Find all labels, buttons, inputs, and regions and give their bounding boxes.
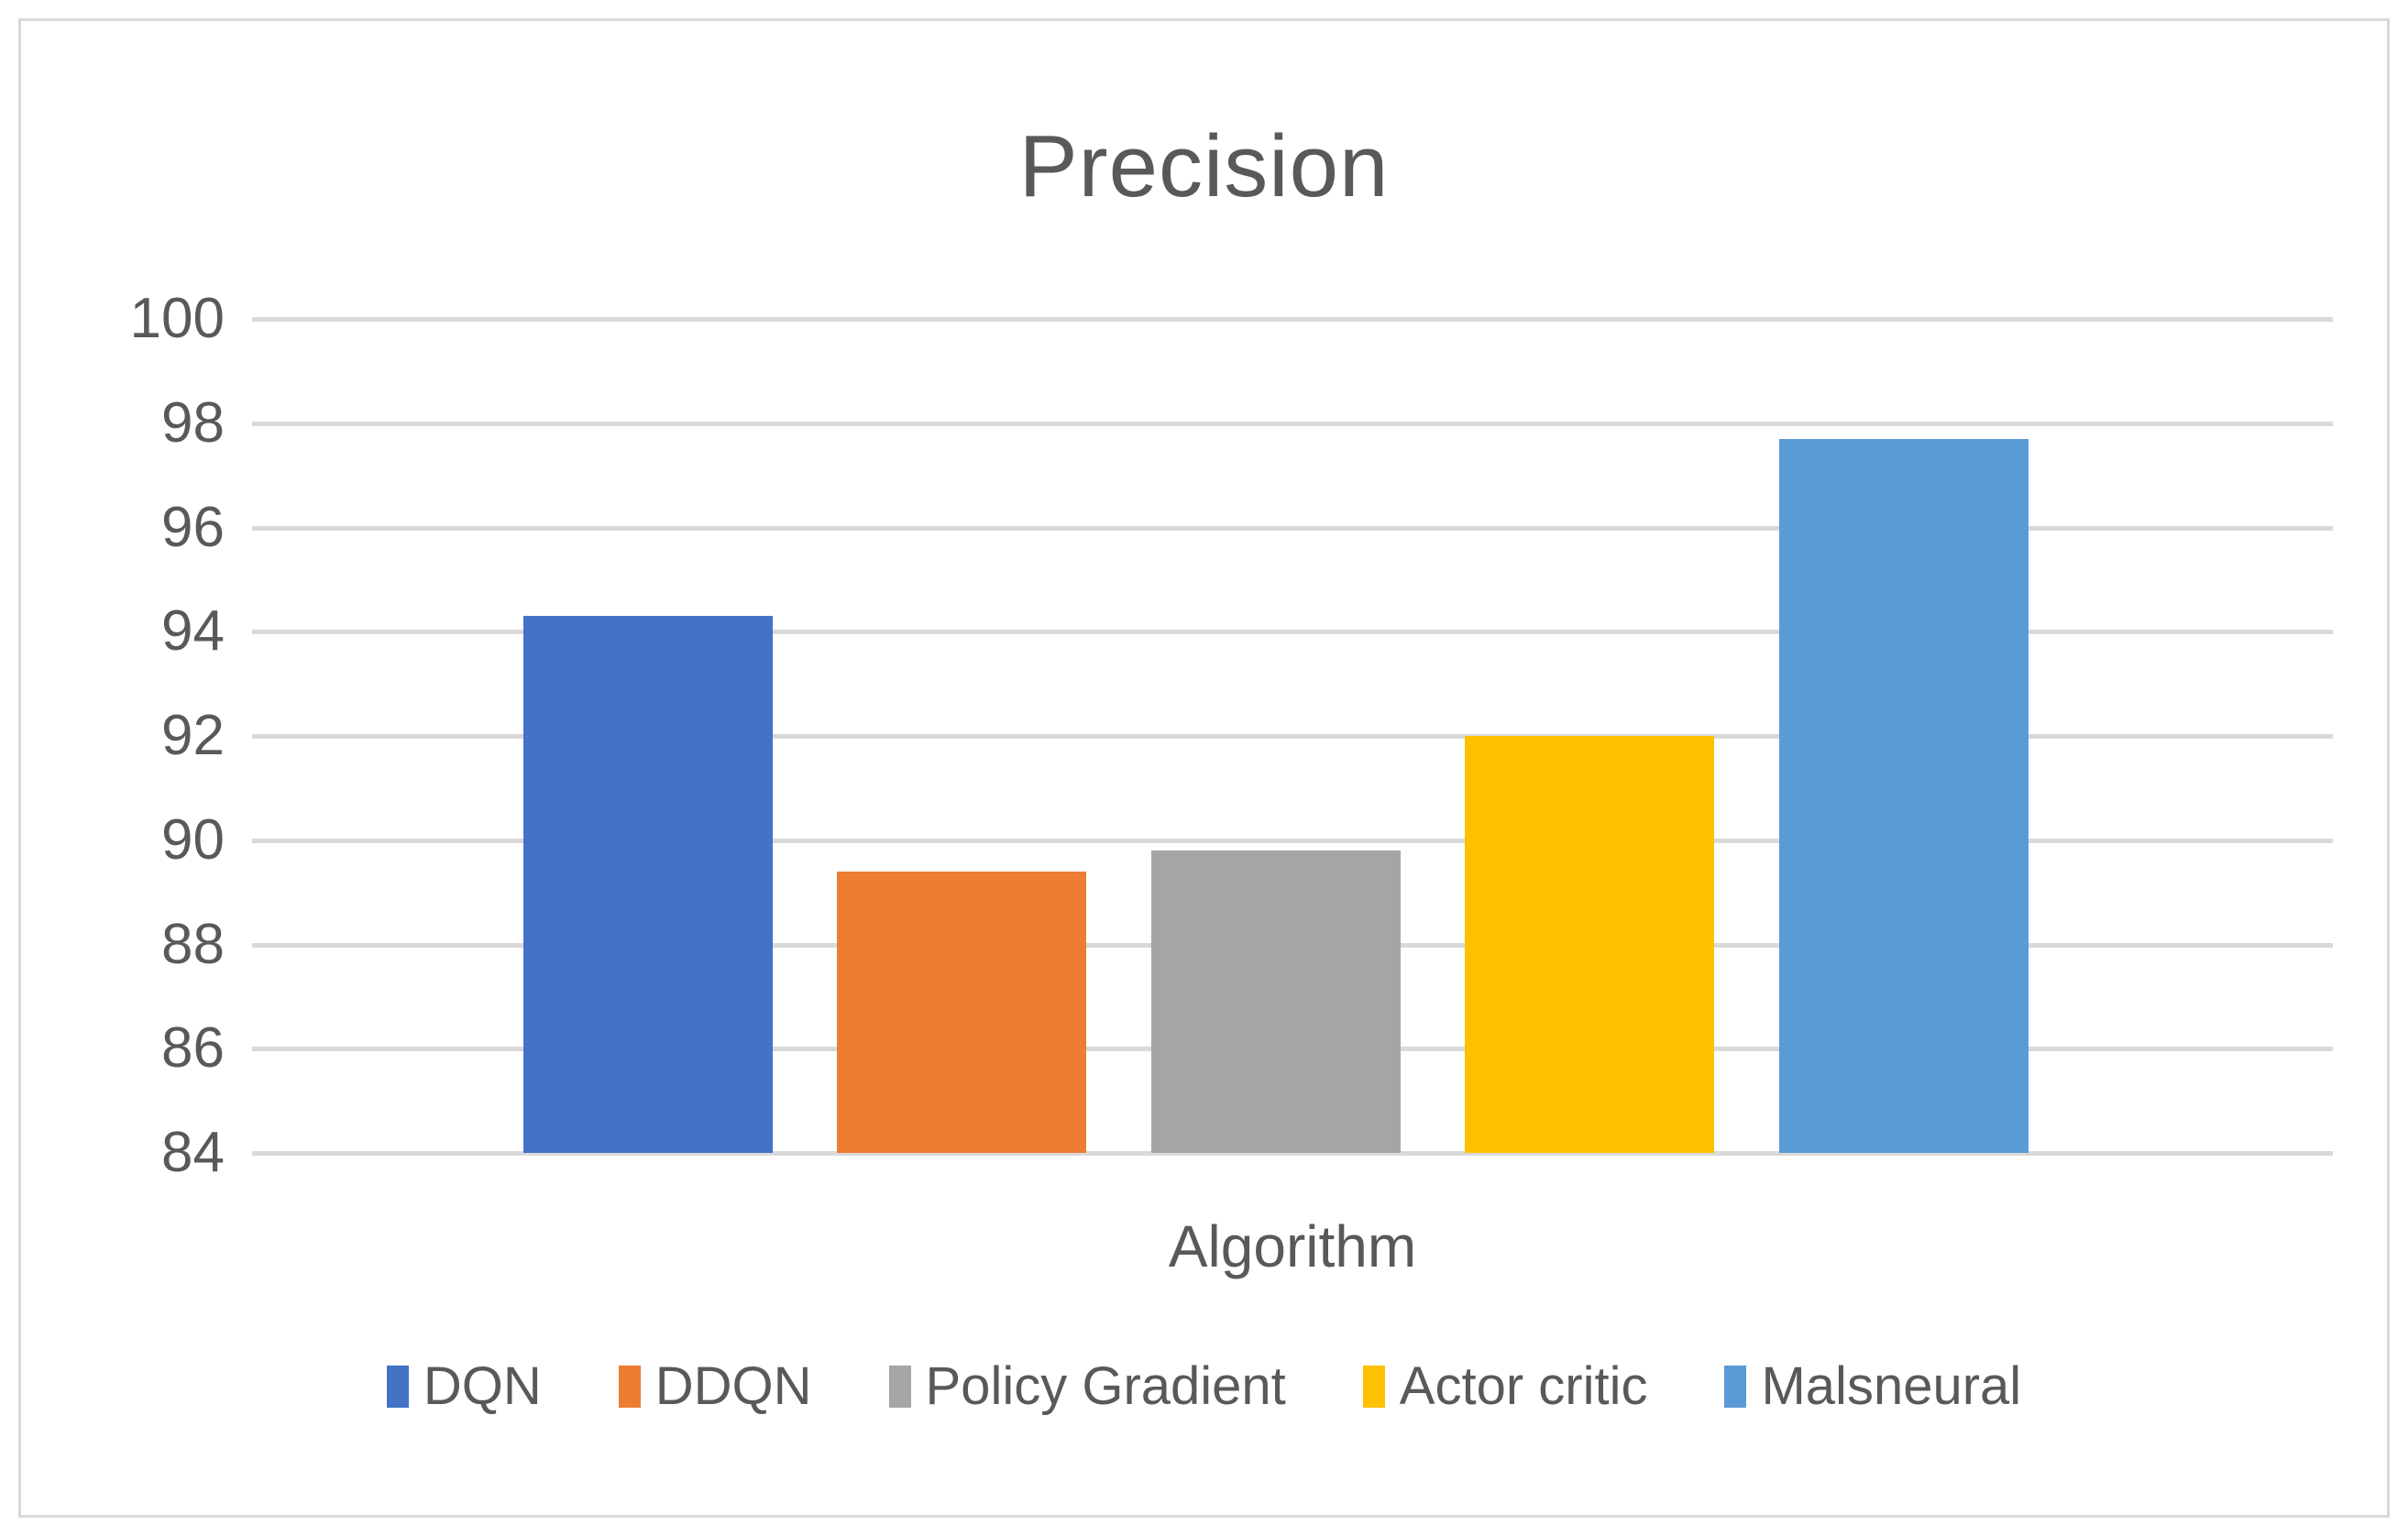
y-tick-label: 96 [161, 496, 225, 559]
legend-label: Malsneural [1761, 1356, 2022, 1416]
legend-label: Actor critic [1399, 1356, 1648, 1416]
legend-label: DDQN [654, 1356, 812, 1416]
gridline [252, 839, 2333, 843]
legend: DQN DDQN Policy Gradient Actor critic Malsne… [21, 1357, 2387, 1416]
legend-item-ddqn: DDQN [618, 1356, 812, 1416]
legend-marker-icon [386, 1366, 409, 1408]
y-tick-label: 94 [161, 599, 225, 663]
x-axis-label: Algorithm [1168, 1213, 1417, 1279]
bar-policy-gradient [1151, 850, 1401, 1153]
chart-title: Precision [1018, 117, 1390, 215]
bar-malsneural [1779, 439, 2029, 1153]
legend-item-dqn: DQN [386, 1356, 542, 1416]
y-tick-label: 90 [161, 808, 225, 872]
legend-marker-icon [888, 1366, 911, 1408]
legend-label: DQN [423, 1356, 542, 1416]
legend-item-actor-critic: Actor critic [1362, 1356, 1648, 1416]
bar-ddqn [837, 872, 1086, 1153]
legend-marker-icon [618, 1366, 641, 1408]
gridline [252, 526, 2333, 531]
gridline [252, 422, 2333, 426]
y-tick-label: 88 [161, 913, 225, 976]
legend-marker-icon [1362, 1366, 1385, 1408]
bar-dqn [523, 616, 773, 1153]
gridline [252, 734, 2333, 739]
plot-area: 84 86 88 90 92 94 96 98 100 [21, 21, 2387, 1515]
chart-frame: Precision 84 86 88 90 92 94 96 98 100 Algorithm … [18, 18, 2390, 1518]
y-tick-label: 86 [161, 1016, 225, 1080]
x-axis-line [252, 1151, 2333, 1156]
legend-item-malsneural: Malsneural [1724, 1357, 2021, 1416]
gridline [252, 630, 2333, 634]
legend-item-policy-gradient: Policy Gradient [888, 1356, 1286, 1416]
bar-actor-critic [1465, 736, 1714, 1153]
y-tick-label: 98 [161, 391, 225, 455]
y-tick-label: 84 [161, 1121, 225, 1184]
legend-marker-icon [1724, 1366, 1747, 1408]
y-tick-label: 100 [129, 287, 225, 350]
legend-label: Policy Gradient [925, 1356, 1286, 1416]
gridline [252, 317, 2333, 322]
y-tick-label: 92 [161, 704, 225, 767]
